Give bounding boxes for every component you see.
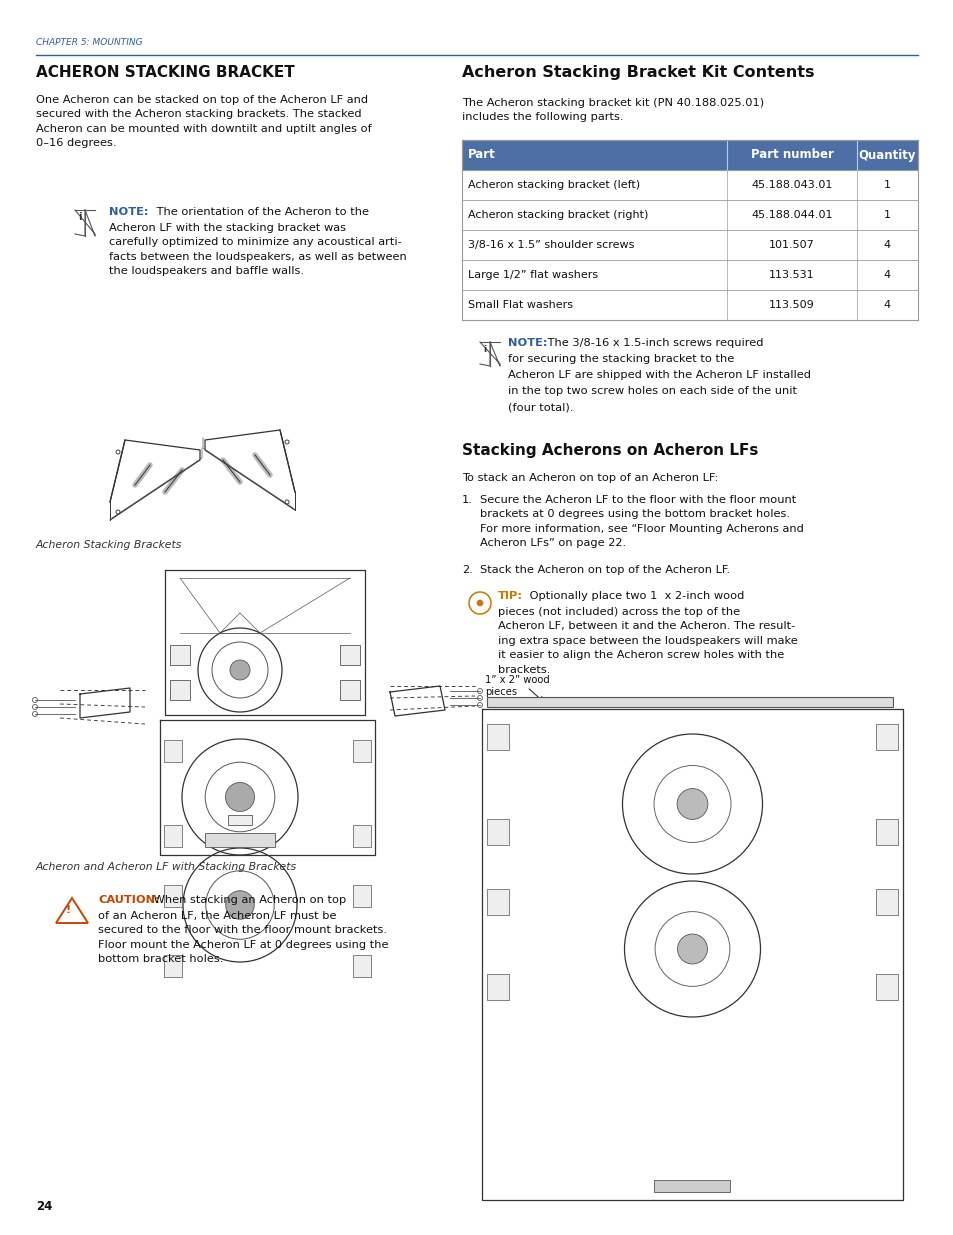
Circle shape: [677, 789, 707, 819]
Bar: [353, 955, 371, 977]
Bar: [461, 261, 917, 290]
Bar: [170, 680, 190, 700]
Text: ACHERON STACKING BRACKET: ACHERON STACKING BRACKET: [36, 65, 294, 80]
Bar: [486, 697, 892, 706]
Bar: [486, 819, 509, 845]
Text: NOTE:: NOTE:: [109, 207, 149, 217]
Text: TIP:: TIP:: [497, 592, 522, 601]
Bar: [461, 170, 917, 200]
Text: Stacking Acherons on Acheron LFs: Stacking Acherons on Acheron LFs: [461, 443, 758, 458]
Text: for securing the stacking bracket to the: for securing the stacking bracket to the: [507, 354, 734, 364]
Bar: [875, 819, 897, 845]
Text: Quantity: Quantity: [858, 148, 915, 162]
Bar: [353, 825, 371, 847]
Text: 45.188.043.01: 45.188.043.01: [751, 180, 832, 190]
Text: One Acheron can be stacked on top of the Acheron LF and
secured with the Acheron: One Acheron can be stacked on top of the…: [36, 95, 372, 148]
Text: of an Acheron LF, the Acheron LF must be
secured to the floor with the floor mou: of an Acheron LF, the Acheron LF must be…: [98, 911, 388, 965]
Text: Acheron stacking bracket (right): Acheron stacking bracket (right): [468, 210, 648, 220]
Text: 4: 4: [883, 300, 890, 310]
Text: !: !: [66, 905, 71, 915]
Text: 24: 24: [36, 1200, 52, 1213]
Text: CAUTION:: CAUTION:: [98, 895, 159, 905]
Bar: [170, 645, 190, 664]
Circle shape: [230, 659, 250, 680]
Text: i: i: [482, 345, 486, 354]
Bar: [353, 885, 371, 906]
Circle shape: [226, 890, 254, 919]
Text: Part number: Part number: [750, 148, 833, 162]
Bar: [205, 832, 274, 847]
Bar: [164, 825, 182, 847]
Circle shape: [677, 934, 707, 965]
Text: Acheron Stacking Brackets: Acheron Stacking Brackets: [36, 540, 182, 550]
Bar: [875, 889, 897, 915]
Bar: [339, 645, 359, 664]
Text: 113.531: 113.531: [768, 270, 814, 280]
Text: Large 1/2” flat washers: Large 1/2” flat washers: [468, 270, 598, 280]
Text: Part: Part: [468, 148, 496, 162]
Bar: [486, 974, 509, 1000]
Text: i: i: [78, 212, 81, 222]
Text: NOTE:: NOTE:: [507, 338, 547, 348]
Text: 4: 4: [883, 270, 890, 280]
Circle shape: [225, 783, 254, 811]
Text: pieces (not included) across the top of the
Acheron LF, between it and the Acher: pieces (not included) across the top of …: [497, 606, 797, 674]
Text: To stack an Acheron on top of an Acheron LF:: To stack an Acheron on top of an Acheron…: [461, 473, 718, 483]
Text: 113.509: 113.509: [768, 300, 814, 310]
Text: (four total).: (four total).: [507, 403, 573, 412]
Bar: [486, 889, 509, 915]
Bar: [228, 815, 252, 825]
Text: Optionally place two 1  x 2-inch wood: Optionally place two 1 x 2-inch wood: [525, 592, 743, 601]
Text: 1” x 2” wood
pieces: 1” x 2” wood pieces: [484, 676, 549, 697]
Bar: [461, 290, 917, 320]
Circle shape: [476, 600, 482, 606]
Bar: [164, 885, 182, 906]
Bar: [164, 955, 182, 977]
Bar: [353, 740, 371, 762]
Text: When stacking an Acheron on top: When stacking an Acheron on top: [150, 895, 346, 905]
Text: The 3/8-16 x 1.5-inch screws required: The 3/8-16 x 1.5-inch screws required: [543, 338, 762, 348]
Text: 1: 1: [883, 180, 890, 190]
Bar: [654, 1179, 730, 1192]
Text: Secure the Acheron LF to the floor with the floor mount
brackets at 0 degrees us: Secure the Acheron LF to the floor with …: [479, 495, 803, 548]
Text: Acheron Stacking Bracket Kit Contents: Acheron Stacking Bracket Kit Contents: [461, 65, 814, 80]
Text: 1: 1: [883, 210, 890, 220]
Bar: [164, 740, 182, 762]
Bar: [875, 724, 897, 750]
Text: Acheron stacking bracket (left): Acheron stacking bracket (left): [468, 180, 639, 190]
Text: 101.507: 101.507: [768, 240, 814, 249]
Text: Acheron LF with the stacking bracket was
carefully optimized to minimize any aco: Acheron LF with the stacking bracket was…: [109, 224, 406, 277]
Text: Acheron LF are shipped with the Acheron LF installed: Acheron LF are shipped with the Acheron …: [507, 370, 810, 380]
Bar: [461, 230, 917, 261]
Bar: [875, 974, 897, 1000]
Text: in the top two screw holes on each side of the unit: in the top two screw holes on each side …: [507, 387, 796, 396]
Text: The orientation of the Acheron to the: The orientation of the Acheron to the: [152, 207, 369, 217]
Text: Stack the Acheron on top of the Acheron LF.: Stack the Acheron on top of the Acheron …: [479, 564, 729, 576]
Bar: [339, 680, 359, 700]
Bar: [486, 724, 509, 750]
Bar: [461, 140, 917, 170]
Text: Acheron and Acheron LF with Stacking Brackets: Acheron and Acheron LF with Stacking Bra…: [36, 862, 296, 872]
Text: Small Flat washers: Small Flat washers: [468, 300, 573, 310]
Text: 1.: 1.: [461, 495, 473, 505]
Bar: [461, 200, 917, 230]
Text: 4: 4: [883, 240, 890, 249]
Text: 2.: 2.: [461, 564, 473, 576]
Text: CHAPTER 5: MOUNTING: CHAPTER 5: MOUNTING: [36, 38, 143, 47]
Text: 3/8-16 x 1.5” shoulder screws: 3/8-16 x 1.5” shoulder screws: [468, 240, 634, 249]
Text: 45.188.044.01: 45.188.044.01: [750, 210, 832, 220]
Text: The Acheron stacking bracket kit (PN 40.188.025.01)
includes the following parts: The Acheron stacking bracket kit (PN 40.…: [461, 98, 763, 122]
